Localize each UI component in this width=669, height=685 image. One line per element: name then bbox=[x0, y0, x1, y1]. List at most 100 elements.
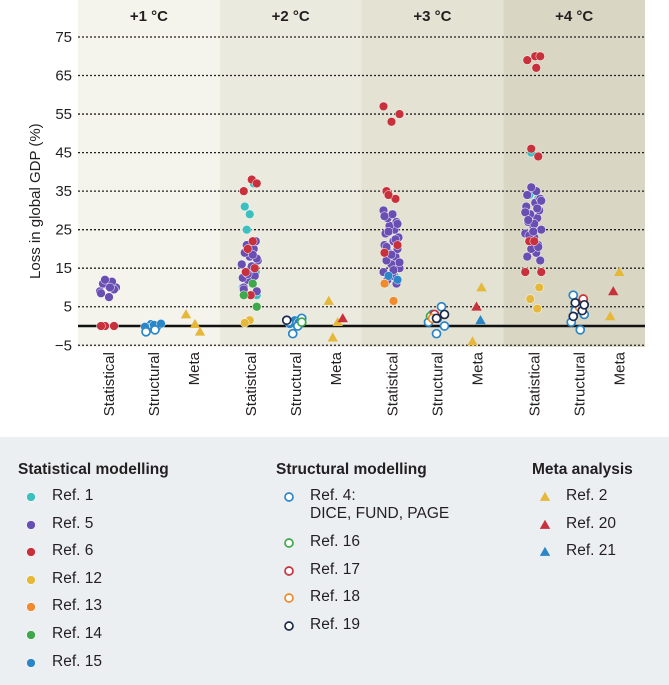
legend-title-meta: Meta analysis bbox=[532, 461, 633, 478]
x-category-label: Structural bbox=[571, 352, 588, 416]
data-point bbox=[245, 209, 255, 219]
legend-meta: Meta analysis Ref. 2 Ref. 20 Ref. 21 bbox=[532, 461, 633, 570]
legend-item: Ref. 20 bbox=[532, 515, 633, 543]
data-point bbox=[531, 63, 541, 73]
data-point bbox=[241, 267, 251, 277]
legend: Statistical modelling Ref. 1 Ref. 5 Ref. 6… bbox=[0, 437, 669, 685]
data-point bbox=[392, 240, 403, 250]
data-point bbox=[533, 151, 543, 162]
legend-label: Ref. 12 bbox=[52, 569, 102, 587]
data-point bbox=[96, 321, 106, 331]
x-category-label: Statistical bbox=[385, 352, 402, 416]
data-point bbox=[392, 275, 403, 285]
data-point bbox=[388, 296, 399, 306]
data-point bbox=[378, 101, 389, 112]
legend-item: Ref. 6 bbox=[18, 542, 169, 570]
data-point bbox=[523, 215, 533, 225]
data-point bbox=[337, 313, 348, 323]
legend-marker-shape bbox=[26, 519, 36, 530]
legend-marker bbox=[26, 630, 36, 640]
data-point bbox=[150, 325, 160, 335]
data-point bbox=[529, 236, 539, 246]
legend-marker bbox=[539, 519, 551, 529]
data-point bbox=[394, 109, 405, 119]
legend-marker-shape bbox=[26, 602, 36, 613]
legend-marker-shape bbox=[284, 565, 294, 576]
y-tick-label: 55 bbox=[55, 106, 72, 123]
legend-marker-shape bbox=[284, 492, 294, 502]
data-point bbox=[392, 219, 403, 229]
panel-label: +3 °C bbox=[413, 8, 451, 25]
legend-item: Ref. 5 bbox=[18, 515, 169, 543]
legend-label: Ref. 20 bbox=[566, 514, 616, 532]
data-point bbox=[386, 117, 397, 127]
y-tick-label: 75 bbox=[55, 29, 72, 46]
data-point bbox=[252, 302, 262, 312]
data-point bbox=[522, 190, 532, 200]
data-point bbox=[96, 288, 106, 298]
legend-marker-shape bbox=[284, 538, 294, 548]
legend-label: Ref. 5 bbox=[52, 514, 94, 532]
data-point bbox=[248, 236, 258, 246]
legend-marker-shape bbox=[539, 519, 551, 529]
x-category-label: Meta bbox=[611, 351, 628, 385]
legend-item: Ref. 13 bbox=[18, 597, 169, 625]
data-point bbox=[471, 301, 482, 311]
legend-marker-shape bbox=[26, 492, 36, 502]
legend-marker bbox=[26, 602, 36, 613]
legend-marker bbox=[284, 538, 294, 548]
data-point bbox=[520, 267, 530, 277]
data-point bbox=[431, 313, 442, 324]
data-point bbox=[568, 311, 579, 322]
data-point bbox=[296, 317, 307, 327]
data-point bbox=[439, 321, 450, 331]
data-point bbox=[332, 316, 343, 327]
data-point bbox=[522, 251, 532, 262]
data-point bbox=[528, 226, 538, 237]
legend-label: Ref. 14 bbox=[52, 624, 102, 642]
y-tick-label: −5 bbox=[55, 337, 72, 354]
data-point bbox=[189, 318, 201, 328]
panel-background bbox=[361, 0, 504, 347]
y-tick-label: 45 bbox=[55, 145, 72, 162]
data-point bbox=[141, 326, 151, 337]
legend-label: Ref. 1 bbox=[52, 487, 94, 504]
data-point bbox=[323, 295, 334, 305]
data-point bbox=[383, 226, 394, 237]
legend-label: Ref. 19 bbox=[310, 615, 360, 633]
legend-item: Ref. 1 bbox=[18, 487, 169, 515]
data-point bbox=[439, 309, 450, 320]
data-point bbox=[379, 278, 390, 289]
data-point bbox=[287, 328, 298, 339]
legend-marker bbox=[26, 547, 36, 557]
data-point bbox=[387, 209, 398, 219]
data-point bbox=[534, 282, 544, 293]
data-point bbox=[327, 332, 338, 342]
y-tick-label: 5 bbox=[64, 299, 72, 316]
data-point bbox=[243, 244, 253, 254]
legend-title-structural: Structural modelling bbox=[276, 461, 427, 478]
data-point bbox=[239, 290, 249, 300]
legend-item: Ref. 18 bbox=[276, 588, 449, 616]
data-point bbox=[535, 51, 545, 61]
legend-label: Ref. 13 bbox=[52, 597, 102, 615]
legend-title-statistical: Statistical modelling bbox=[18, 461, 169, 478]
legend-structural: Structural modelling Ref. 4: DICE, FUND,… bbox=[276, 461, 449, 643]
data-point bbox=[237, 259, 247, 269]
data-point bbox=[525, 294, 535, 304]
panel-label: +1 °C bbox=[130, 8, 168, 25]
data-point bbox=[105, 282, 115, 293]
legend-item: Ref. 2 bbox=[532, 487, 633, 515]
x-category-label: Meta bbox=[186, 351, 203, 385]
legend-marker bbox=[284, 593, 294, 604]
data-point bbox=[281, 315, 292, 326]
data-point bbox=[476, 282, 487, 292]
legend-label: Ref. 15 bbox=[52, 652, 102, 670]
legend-marker bbox=[26, 575, 36, 585]
data-point bbox=[431, 328, 442, 339]
legend-marker-shape bbox=[26, 657, 36, 668]
data-point bbox=[100, 275, 110, 285]
legend-marker-shape bbox=[284, 593, 294, 604]
y-axis-label: Loss in global GDP (%) bbox=[27, 123, 44, 279]
data-point bbox=[522, 55, 532, 65]
